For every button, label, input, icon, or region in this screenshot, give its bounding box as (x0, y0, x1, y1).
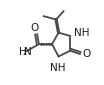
Text: O: O (82, 49, 90, 59)
Text: H: H (19, 47, 27, 57)
Text: 2: 2 (22, 50, 27, 56)
Text: O: O (30, 23, 38, 33)
Text: NH: NH (50, 63, 66, 73)
Text: NH: NH (74, 28, 90, 38)
Text: N: N (24, 47, 32, 57)
